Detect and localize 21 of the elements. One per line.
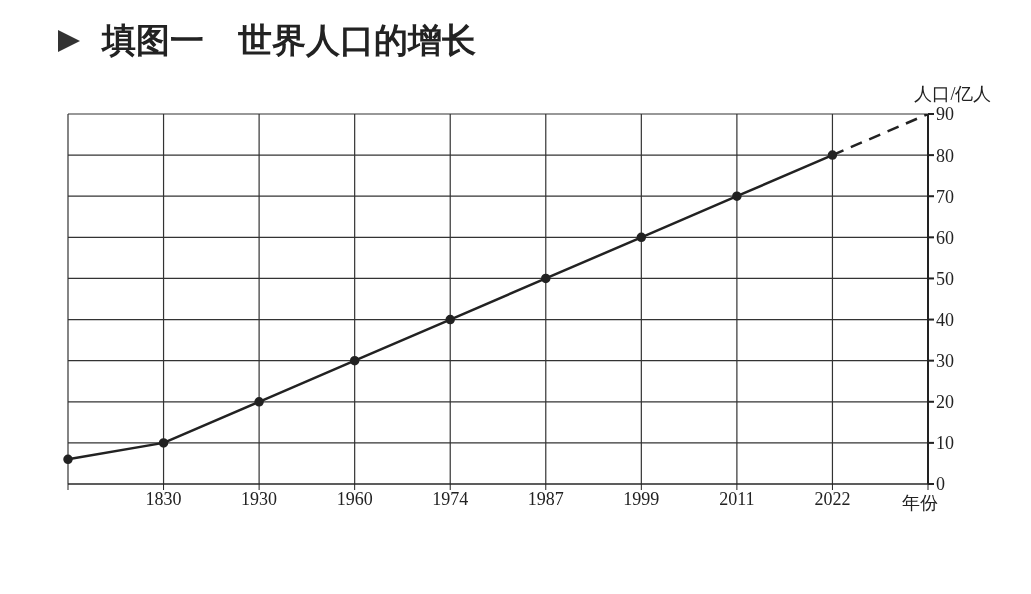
y-tick-label: 10 xyxy=(936,433,954,454)
x-tick-label: 2022 xyxy=(814,488,851,509)
y-tick-label: 20 xyxy=(936,392,954,413)
y-axis-title: 人口/亿人 xyxy=(914,84,992,104)
x-tick-label: 1830 xyxy=(145,488,182,509)
chart-title: 填图一 世界人口的增长 xyxy=(102,19,476,62)
y-tick-label: 70 xyxy=(936,186,954,207)
x-tick-label: 1974 xyxy=(432,488,469,509)
y-tick-label: 50 xyxy=(936,268,954,289)
x-tick-label: 1999 xyxy=(623,488,660,509)
y-tick-label: 60 xyxy=(936,227,954,248)
x-axis-title: 年份 xyxy=(902,492,938,513)
y-tick-label: 30 xyxy=(936,351,954,372)
y-tick-label: 0 xyxy=(936,474,945,495)
y-tick-label: 80 xyxy=(936,145,954,166)
y-tick-label: 90 xyxy=(936,104,954,125)
x-tick-label: 1930 xyxy=(241,488,278,509)
x-tick-label: 2011 xyxy=(719,488,755,509)
y-tick-label: 40 xyxy=(936,309,954,330)
x-tick-label: 1960 xyxy=(336,488,373,509)
x-tick-label: 1987 xyxy=(527,488,564,509)
